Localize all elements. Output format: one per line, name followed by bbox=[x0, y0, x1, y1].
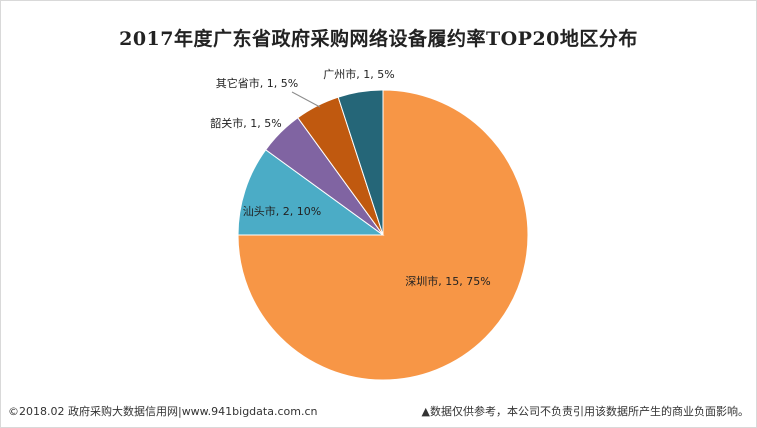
leader-line bbox=[291, 91, 321, 108]
pie-slice bbox=[237, 149, 385, 236]
pie-slice bbox=[337, 89, 384, 236]
chart-title: 2017年度广东省政府采购网络设备履约率TOP20地区分布 bbox=[119, 28, 638, 50]
data-label: 广州市, 1, 5% bbox=[323, 67, 394, 81]
data-label: 韶关市, 1, 5% bbox=[210, 116, 281, 130]
data-label: 深圳市, 15, 75% bbox=[405, 274, 490, 288]
data-label: 汕头市, 2, 10% bbox=[243, 204, 321, 218]
footer-disclaimer: ▲数据仅供参考，本公司不负责引用该数据所产生的商业负面影响。 bbox=[421, 405, 749, 418]
footer-copyright: ©2018.02 政府采购大数据信用网|www.941bigdata.com.c… bbox=[8, 405, 318, 418]
data-label: 其它省市, 1, 5% bbox=[216, 76, 298, 90]
